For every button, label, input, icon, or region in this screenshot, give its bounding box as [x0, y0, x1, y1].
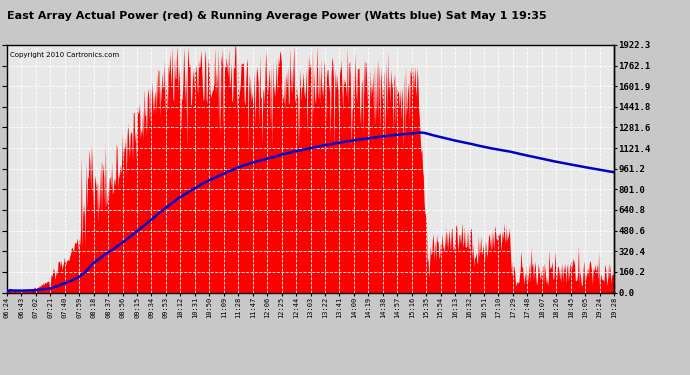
Text: East Array Actual Power (red) & Running Average Power (Watts blue) Sat May 1 19:: East Array Actual Power (red) & Running …	[7, 11, 546, 21]
Text: Copyright 2010 Cartronics.com: Copyright 2010 Cartronics.com	[10, 53, 119, 58]
